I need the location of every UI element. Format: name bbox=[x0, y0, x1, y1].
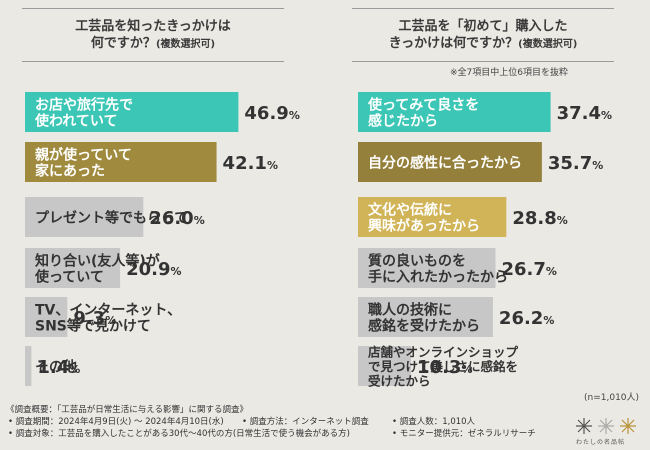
chart2-bar-4 bbox=[358, 248, 496, 288]
survey-method: • 調査方法：インターネット調査 bbox=[242, 417, 369, 427]
left-chart-title: 工芸品を知ったきっかけは 何ですか？(複数選択可) bbox=[22, 8, 284, 62]
chart2-value-label-6: 10.3% bbox=[417, 357, 472, 378]
chart1-bar-3 bbox=[25, 197, 144, 237]
chart1-category-label-6: その他 bbox=[35, 358, 77, 375]
chart1-category-label-1: お店や旅行先で使われていて bbox=[34, 96, 133, 129]
right-title-suffix: (複数選択可) bbox=[518, 38, 578, 50]
chart1-value-label-4: 20.9% bbox=[126, 259, 181, 280]
chart2-category-label-4: 質の良いものを手に入れたかったから bbox=[368, 252, 508, 285]
chart1-category-label-4: 知り合い(友人等)が使っていて bbox=[34, 252, 161, 285]
chart1-category-label-5: TV、インターネット、 SNS等で見かけて bbox=[35, 302, 181, 334]
chart1-value-label-2: 42.1% bbox=[223, 153, 278, 174]
survey-target: • 調査対象：工芸品を購入したことがある30代～40代の方(日常生活で使う機会が… bbox=[8, 429, 350, 439]
sample-size-note: (n=1,010人) bbox=[584, 393, 640, 403]
chart1-category-label-2: 親が使っていて家にあった bbox=[35, 146, 132, 179]
chart2-value-label-5: 26.2% bbox=[499, 308, 554, 329]
chart1-bar-6 bbox=[25, 346, 32, 386]
chart2-value-label-4: 26.7% bbox=[502, 259, 557, 280]
survey-summary-title: 《調査概要：「工芸品が日常生活に与える影響」に関する調査》 bbox=[6, 405, 248, 415]
chart1-value-label-5: 9.3% bbox=[73, 308, 116, 329]
chart2-bar-2 bbox=[358, 142, 542, 182]
left-title-suffix: (複数選択可) bbox=[155, 38, 216, 50]
survey-period: • 調査期間：2024年4月9日(火) ～ 2024年4月10日(水) bbox=[8, 417, 224, 427]
chart1-value-label-1: 46.9% bbox=[244, 103, 299, 124]
chart1-bar-5 bbox=[25, 297, 68, 337]
chart2-category-label-6: 店舗やオンラインショップで見つけて美しさに感銘を受けたから bbox=[368, 344, 519, 388]
chart1-value-label-6: 1.4% bbox=[37, 357, 80, 378]
chart2-bar-1 bbox=[358, 92, 551, 132]
brand-logo-text: わたしの名品帖 bbox=[576, 439, 626, 446]
chart1-bar-4 bbox=[25, 248, 121, 288]
chart2-value-label-3: 28.8% bbox=[512, 208, 567, 229]
chart2-category-label-1: 使ってみて良さを感じたから bbox=[367, 96, 479, 129]
right-chart-title: 工芸品を「初めて」購入した きっかけは何ですか？(複数選択可) bbox=[352, 8, 614, 62]
brand-logo-icon bbox=[576, 418, 636, 434]
survey-count: • 調査人数：1,010人 bbox=[392, 417, 476, 427]
chart2-category-label-3: 文化や伝統に興味があったから bbox=[368, 201, 480, 234]
chart1-bar-2 bbox=[25, 142, 217, 182]
chart1-category-label-3: プレゼント等でもらって bbox=[35, 209, 188, 226]
chart1-value-label-3: 26.0% bbox=[149, 208, 204, 229]
chart2-value-label-2: 35.7% bbox=[548, 153, 603, 174]
survey-provider: • モニター提供元：ゼネラルリサーチ bbox=[392, 429, 536, 439]
chart2-bar-6 bbox=[358, 346, 412, 386]
left-title-line1: 工芸品を知ったきっかけは bbox=[75, 18, 231, 34]
chart2-value-label-1: 37.4% bbox=[557, 103, 612, 124]
left-title-line2: 何ですか？ bbox=[90, 35, 156, 51]
right-title-line1: 工芸品を「初めて」購入した bbox=[398, 18, 568, 34]
top-items-note: ※全7項目中上位6項目を抜粋 bbox=[450, 68, 568, 78]
chart2-bar-5 bbox=[358, 297, 493, 337]
chart2-category-label-5: 職人の技術に感銘を受けたから bbox=[368, 301, 480, 334]
right-title-line2: きっかけは何ですか？ bbox=[388, 35, 519, 51]
chart2-category-label-2: 自分の感性に合ったから bbox=[368, 154, 522, 171]
chart1-bar-1 bbox=[25, 92, 239, 132]
chart2-bar-3 bbox=[358, 197, 507, 237]
